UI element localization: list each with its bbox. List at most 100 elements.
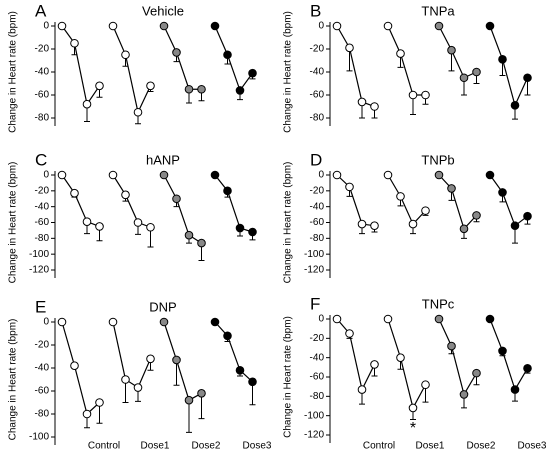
series-line (438, 318, 478, 396)
series-line (387, 25, 426, 96)
y-tick-label: 0 (318, 21, 324, 32)
y-tick-label: -40 (310, 201, 325, 212)
series-line (387, 174, 426, 226)
x-tick-label: Dose3 (518, 441, 547, 452)
data-point (408, 403, 418, 413)
series-line (214, 25, 253, 92)
y-tick-label: -60 (35, 90, 50, 101)
y-tick-label: -100 (304, 249, 324, 260)
data-point (357, 97, 367, 107)
data-point (370, 102, 379, 111)
y-tick-label: -80 (310, 233, 325, 244)
data-point (472, 67, 481, 77)
y-tick-label: -60 (35, 386, 50, 397)
y-tick-label: -100 (29, 432, 49, 443)
data-point (510, 221, 520, 230)
data-point (57, 317, 67, 327)
data-point (133, 383, 143, 392)
data-point (121, 190, 130, 200)
data-point (345, 182, 354, 192)
y-tick-label: -20 (35, 340, 50, 351)
data-point (447, 45, 456, 55)
data-point (408, 219, 418, 229)
data-point (485, 170, 495, 180)
data-point (223, 186, 232, 196)
x-tick-label: Control (363, 441, 395, 452)
series-line (214, 174, 253, 233)
series-line (61, 321, 100, 416)
data-point (57, 21, 67, 31)
y-tick-label: -80 (35, 113, 50, 124)
series-line (214, 321, 253, 383)
y-axis-label: Change in Heart rate (bpm) (283, 162, 294, 284)
data-point (421, 380, 430, 390)
y-tick-label: -60 (35, 217, 50, 228)
data-point (108, 21, 118, 31)
data-point (447, 184, 456, 193)
y-tick-label: 0 (318, 314, 324, 325)
data-point (459, 73, 469, 83)
data-point (133, 107, 143, 117)
panel-title: Vehicle (142, 3, 184, 18)
panel-title: DNP (149, 299, 176, 314)
data-point (434, 314, 444, 324)
series-line (61, 25, 100, 106)
data-point (121, 375, 130, 384)
y-axis-label: Change in Heart rate (bpm) (8, 319, 19, 441)
data-point (70, 361, 79, 371)
panel-label: F (310, 294, 320, 313)
series-line (163, 25, 202, 90)
data-point (498, 55, 507, 64)
data-point (434, 170, 444, 180)
y-tick-label: 0 (43, 170, 49, 181)
data-point (383, 170, 393, 180)
y-tick-label: -80 (35, 233, 50, 244)
data-point (184, 395, 194, 405)
y-tick-label: -40 (35, 67, 50, 78)
y-tick-label: -40 (310, 67, 325, 78)
x-tick-label: Dose1 (141, 441, 170, 452)
data-point (210, 170, 220, 180)
data-point (332, 170, 342, 180)
data-point (498, 188, 507, 197)
data-point (421, 206, 430, 215)
data-point (172, 48, 181, 57)
series-line (112, 25, 152, 115)
x-tick-label: Dose1 (416, 441, 445, 452)
y-tick-label: -20 (35, 44, 50, 55)
data-point (345, 43, 354, 53)
x-tick-label: Dose3 (243, 441, 272, 452)
data-point (421, 90, 430, 100)
panel-label: D (310, 150, 322, 169)
panel-label: B (310, 1, 321, 20)
data-point (108, 317, 118, 327)
panel-label: E (35, 297, 46, 316)
data-point (357, 385, 367, 394)
y-tick-label: -80 (35, 409, 50, 420)
data-point (383, 21, 393, 31)
data-point (57, 170, 67, 180)
data-point (95, 398, 104, 407)
y-tick-label: -120 (304, 430, 324, 441)
data-point (235, 86, 245, 95)
data-point (434, 21, 444, 31)
data-point (70, 188, 79, 198)
data-point (95, 222, 104, 231)
data-point (235, 366, 245, 375)
data-point (95, 81, 104, 91)
series-line (438, 174, 477, 231)
series-line (112, 174, 151, 228)
y-tick-label: -60 (310, 90, 325, 101)
panel-label: A (35, 1, 47, 20)
data-point (396, 353, 405, 362)
series-line (163, 321, 202, 402)
x-tick-label: Dose2 (467, 441, 496, 452)
data-point (108, 170, 118, 180)
y-tick-label: -100 (304, 410, 324, 421)
y-tick-label: -80 (310, 113, 325, 124)
y-tick-label: -40 (35, 363, 50, 374)
data-point (248, 68, 257, 78)
data-point (345, 329, 354, 338)
panel-title: TNPa (421, 3, 455, 18)
